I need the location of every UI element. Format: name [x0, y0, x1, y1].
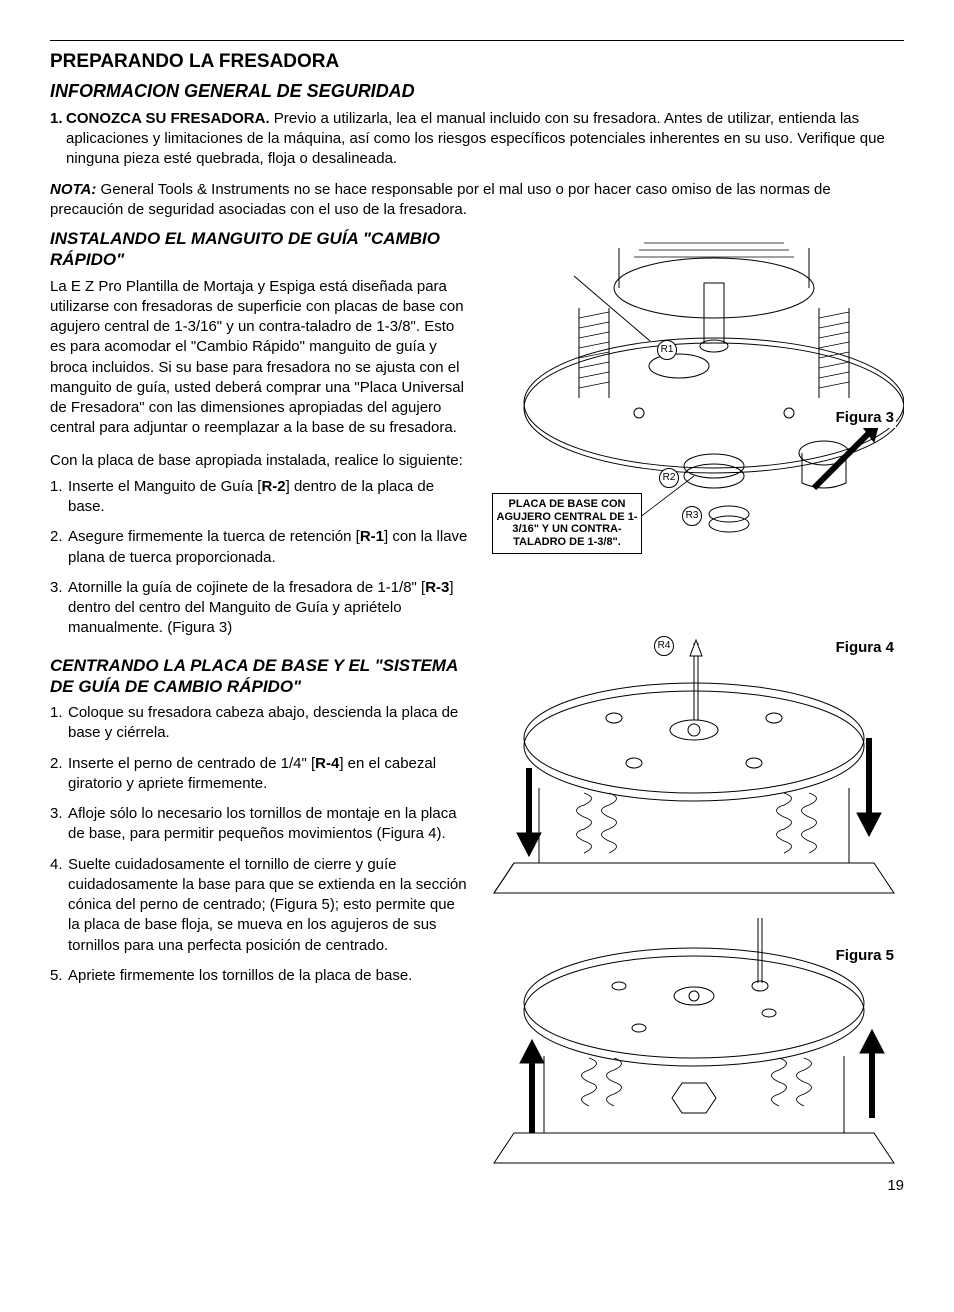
step-num: 2.	[50, 754, 68, 795]
center-step: 5.Apriete firmemente los tornillos de la…	[50, 966, 470, 986]
step-num: 1.	[50, 477, 68, 518]
install-step: 1.Inserte el Manguito de Guía [R-2] dent…	[50, 477, 470, 518]
step-text: Asegure firmemente la tuerca de retenció…	[68, 527, 470, 568]
step-num: 5.	[50, 966, 68, 986]
step-text: Suelte cuidadosamente el tornillo de cie…	[68, 855, 470, 956]
step-text: Apriete firmemente los tornillos de la p…	[68, 966, 470, 986]
step-text: Inserte el perno de centrado de 1/4" [R-…	[68, 754, 470, 795]
step-text: Inserte el Manguito de Guía [R-2] dentro…	[68, 477, 470, 518]
step-text: Atornille la guía de cojinete de la fres…	[68, 578, 470, 639]
heading-main: PREPARANDO LA FRESADORA	[50, 49, 904, 75]
safety-item-num: 1.	[50, 109, 66, 170]
install-step: 2.Asegure firmemente la tuerca de retenc…	[50, 527, 470, 568]
figure-5-label: Figura 5	[834, 946, 896, 966]
right-column: Figura 3 PLACA DE BASE CON AGUJERO CENTR…	[484, 228, 904, 1168]
ref-code: R-3	[425, 579, 449, 596]
figure-3-callout: PLACA DE BASE CON AGUJERO CENTRAL DE 1-3…	[492, 493, 642, 554]
ref-code: R-2	[261, 478, 285, 495]
safety-item-text: CONOZCA SU FRESADORA. Previo a utilizarl…	[66, 109, 904, 170]
ref-code: R-1	[360, 528, 384, 545]
figure-4-panel: Figura 4 R4	[484, 608, 904, 898]
figure-3-label: Figura 3	[834, 408, 896, 428]
figure-4-label: Figura 4	[834, 638, 896, 658]
figure-area: Figura 3 PLACA DE BASE CON AGUJERO CENTR…	[484, 228, 904, 1168]
note-label: NOTA:	[50, 181, 96, 198]
center-step: 2.Inserte el perno de centrado de 1/4" […	[50, 754, 470, 795]
page-number: 19	[50, 1176, 904, 1196]
heading-center: CENTRANDO LA PLACA DE BASE Y EL "SISTEMA…	[50, 655, 470, 698]
step-num: 1.	[50, 703, 68, 744]
left-column: INSTALANDO EL MANGUITO DE GUÍA "CAMBIO R…	[50, 228, 470, 1168]
figure-5-panel: Figura 5	[484, 908, 904, 1168]
step-num: 3.	[50, 578, 68, 639]
ref-code: R-4	[315, 755, 339, 772]
two-column-layout: INSTALANDO EL MANGUITO DE GUÍA "CAMBIO R…	[50, 228, 904, 1168]
install-step: 3.Atornille la guía de cojinete de la fr…	[50, 578, 470, 639]
safety-item-lead: CONOZCA SU FRESADORA.	[66, 110, 270, 127]
install-intro-p2: Con la placa de base apropiada instalada…	[50, 451, 470, 471]
center-step: 1.Coloque su fresadora cabeza abajo, des…	[50, 703, 470, 744]
step-num: 3.	[50, 804, 68, 845]
note-line: NOTA: General Tools & Instruments no se …	[50, 180, 904, 221]
step-text: Afloje sólo lo necesario los tornillos d…	[68, 804, 470, 845]
install-intro-p1: La E Z Pro Plantilla de Mortaja y Espiga…	[50, 277, 470, 439]
heading-safety: INFORMACION GENERAL DE SEGURIDAD	[50, 79, 904, 103]
step-num: 2.	[50, 527, 68, 568]
figure-3-panel: Figura 3 PLACA DE BASE CON AGUJERO CENTR…	[484, 228, 904, 598]
top-rule	[50, 40, 904, 41]
step-num: 4.	[50, 855, 68, 956]
center-steps-list: 1.Coloque su fresadora cabeza abajo, des…	[50, 703, 470, 986]
step-text: Coloque su fresadora cabeza abajo, desci…	[68, 703, 470, 744]
safety-item-1: 1. CONOZCA SU FRESADORA. Previo a utiliz…	[50, 109, 904, 170]
heading-install: INSTALANDO EL MANGUITO DE GUÍA "CAMBIO R…	[50, 228, 470, 271]
install-steps-list: 1.Inserte el Manguito de Guía [R-2] dent…	[50, 477, 470, 639]
note-text: General Tools & Instruments no se hace r…	[50, 181, 831, 218]
center-step: 3.Afloje sólo lo necesario los tornillos…	[50, 804, 470, 845]
center-step: 4.Suelte cuidadosamente el tornillo de c…	[50, 855, 470, 956]
